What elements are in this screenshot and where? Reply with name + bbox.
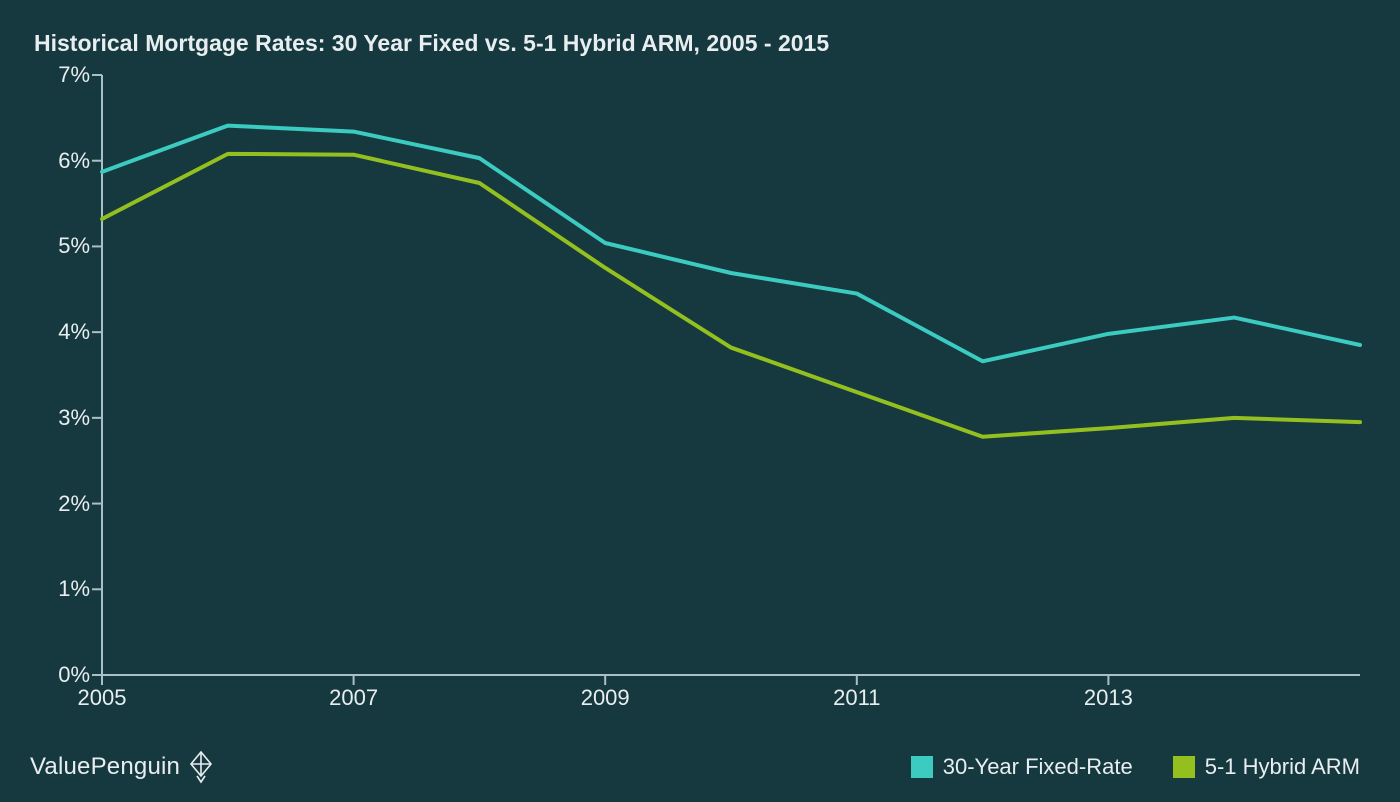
series-group — [102, 126, 1360, 437]
penguin-cross — [191, 752, 211, 776]
x-axis: 20052007200920112013 — [102, 679, 1360, 715]
chart-footer: ValuePenguin 30-Year Fixed-Rate 5-1 Hybr… — [30, 750, 1360, 784]
axis-lines — [92, 75, 1360, 685]
x-tick-label: 2011 — [833, 685, 880, 711]
x-tick-label: 2007 — [329, 685, 378, 711]
plot-wrap: 0%1%2%3%4%5%6%7% 20052007200920112013 — [30, 75, 1360, 715]
x-tick-label: 2009 — [581, 685, 630, 711]
y-tick-label: 4% — [58, 319, 90, 345]
y-tick-label: 3% — [58, 405, 90, 431]
legend: 30-Year Fixed-Rate 5-1 Hybrid ARM — [911, 754, 1360, 780]
y-axis: 0%1%2%3%4%5%6%7% — [30, 75, 102, 675]
y-tick-label: 6% — [58, 148, 90, 174]
brand-text: ValuePenguin — [30, 753, 180, 781]
y-tick-label: 1% — [58, 576, 90, 602]
y-tick-label: 2% — [58, 491, 90, 517]
penguin-icon — [186, 750, 216, 784]
x-tick-label: 2005 — [78, 685, 127, 711]
legend-item-1: 5-1 Hybrid ARM — [1173, 754, 1360, 780]
legend-swatch-1 — [1173, 756, 1195, 778]
plot-area — [102, 75, 1360, 675]
y-tick-label: 5% — [58, 233, 90, 259]
chart-container: Historical Mortgage Rates: 30 Year Fixed… — [0, 0, 1400, 802]
legend-label-1: 5-1 Hybrid ARM — [1205, 754, 1360, 780]
y-tick-label: 7% — [58, 62, 90, 88]
legend-item-0: 30-Year Fixed-Rate — [911, 754, 1133, 780]
legend-swatch-0 — [911, 756, 933, 778]
series-line-0 — [102, 126, 1360, 362]
brand: ValuePenguin — [30, 750, 216, 784]
legend-label-0: 30-Year Fixed-Rate — [943, 754, 1133, 780]
chart-title: Historical Mortgage Rates: 30 Year Fixed… — [34, 30, 1360, 57]
series-line-1 — [102, 154, 1360, 437]
x-tick-label: 2013 — [1084, 685, 1133, 711]
